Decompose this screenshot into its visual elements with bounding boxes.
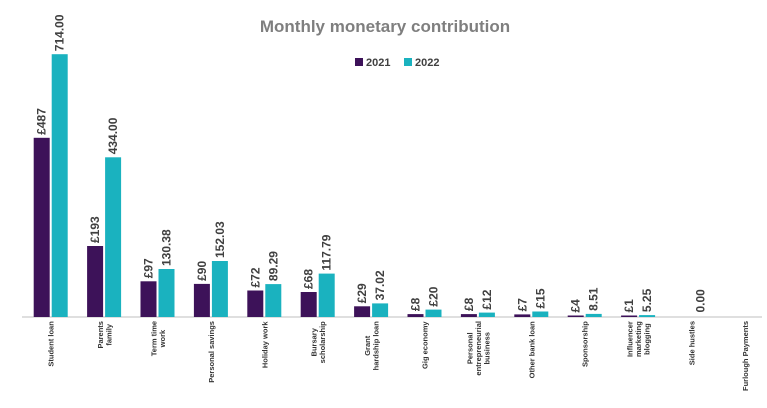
data-label-2022-term-time-work: 130.38: [160, 229, 174, 266]
bar-2021-bursary-scholarship: [300, 292, 317, 317]
data-label-2022-personal-savings: 152.03: [213, 221, 227, 258]
data-label-2021-bursary-scholarship: £68: [302, 269, 316, 289]
bar-2021-influencer-marketing-blogging: [621, 315, 638, 317]
bar-2021-personal-entrepreneurial-business: [460, 314, 477, 317]
bar-2021-sponsorship: [567, 315, 584, 317]
bar-2022-holiday-work: [265, 284, 282, 317]
data-label-2022-other-bank-loan: £15: [533, 288, 547, 308]
bar-2022-grant-hardship-loan: [372, 303, 389, 317]
data-label-2021-holiday-work: £72: [248, 267, 262, 287]
legend-swatch-2021: [355, 58, 363, 66]
bar-2022-gig-economy: [425, 309, 442, 317]
bar-2021-holiday-work: [247, 290, 264, 317]
legend-label-2021: 2021: [366, 57, 390, 69]
data-labels: £487 714.00 £193 434.00 £97 130.38 £90 152.03 £7…: [35, 14, 708, 312]
bar-2021-grant-hardship-loan: [354, 306, 371, 317]
bar-2021-term-time-work: [140, 281, 157, 317]
bar-2022-influencer-marketing-blogging: [639, 315, 656, 317]
chart-title: Monthly monetary contribution: [260, 17, 510, 36]
category-label-term-time-work: Term timework: [149, 321, 167, 356]
bars: [33, 54, 656, 317]
data-label-2021-personal-entrepreneurial-business: £8: [462, 297, 476, 311]
bar-2022-term-time-work: [158, 269, 175, 317]
bar-2022-personal-savings: [211, 261, 228, 317]
bar-2021-other-bank-loan: [514, 314, 531, 317]
bar-2022-parents-family: [105, 157, 122, 317]
bar-2021-gig-economy: [407, 314, 424, 317]
category-label-holiday-work: Holiday work: [260, 321, 269, 369]
category-labels: Student loan Parentsfamily Term timework Pe…: [47, 321, 750, 391]
bar-2022-sponsorship: [585, 313, 602, 317]
category-label-sponsorship: Sponsorship: [581, 321, 590, 367]
data-label-2021-influencer-marketing-blogging: £1: [622, 299, 636, 313]
bar-2021-parents-family: [87, 246, 104, 317]
category-label-gig-economy: Gig economy: [421, 321, 430, 369]
category-label-other-bank-loan: Other bank loan: [527, 321, 536, 379]
data-label-2022-bursary-scholarship: 117.79: [320, 234, 334, 270]
bar-2022-bursary-scholarship: [318, 273, 335, 317]
bar-2022-student-loan: [51, 54, 68, 317]
legend: 2021 2022: [355, 57, 439, 69]
bar-2021-personal-savings: [193, 283, 210, 317]
data-label-2021-parents-family: £193: [88, 216, 102, 243]
data-label-2022-student-loan: 714.00: [53, 14, 67, 51]
data-label-2021-student-loan: £487: [35, 108, 49, 135]
category-label-personal-savings: Personal savings: [207, 321, 216, 383]
category-label-side-hustles: Side hustles: [688, 321, 697, 365]
category-label-furlough-payments: Furlough Payments: [741, 321, 750, 391]
bar-2021-student-loan: [33, 137, 50, 317]
bar-2022-personal-entrepreneurial-business: [478, 312, 495, 317]
data-label-2022-gig-economy: £20: [427, 286, 441, 306]
category-label-influencer-marketing-blogging: Influencermarketingblogging: [626, 321, 652, 357]
data-label-2022-holiday-work: 89.29: [266, 251, 280, 281]
data-label-2021-sponsorship: £4: [569, 299, 583, 313]
data-label-2021-other-bank-loan: £7: [515, 298, 529, 312]
data-label-2022-personal-entrepreneurial-business: £12: [480, 289, 494, 309]
legend-swatch-2022: [404, 58, 412, 66]
category-label-parents-family: Parentsfamily: [96, 321, 114, 349]
data-label-2022-grant-hardship-loan: 37.02: [373, 270, 387, 300]
data-label-2021-personal-savings: £90: [195, 261, 209, 281]
data-label-2021-gig-economy: £8: [409, 297, 423, 311]
data-label-2022-parents-family: 434.00: [106, 117, 120, 154]
category-label-bursary-scholarship: Bursaryscholarship: [309, 321, 327, 364]
data-label-2022-side-hustles: 0.00: [694, 289, 708, 313]
bar-2022-other-bank-loan: [532, 311, 549, 317]
data-label-2021-term-time-work: £97: [142, 258, 156, 278]
data-label-2021-grant-hardship-loan: £29: [355, 283, 369, 303]
category-label-student-loan: Student loan: [47, 321, 56, 367]
legend-label-2022: 2022: [415, 57, 439, 69]
data-label-2022-influencer-marketing-blogging: 5.25: [640, 288, 654, 312]
category-label-grant-hardship-loan: Granthardship loan: [363, 321, 381, 371]
data-label-2022-sponsorship: 8.51: [587, 287, 601, 311]
category-label-personal-entrepreneurial-business: Personalentrepreneurialbusiness: [465, 321, 491, 376]
